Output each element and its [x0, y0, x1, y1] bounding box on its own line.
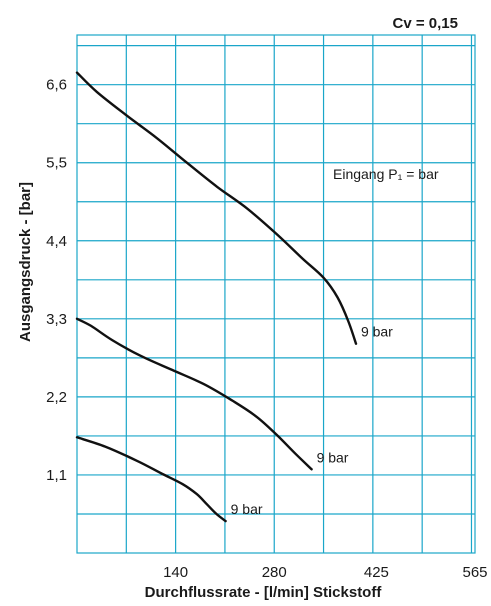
curves [75, 71, 358, 523]
y-tick-label: 6,6 [46, 77, 67, 94]
x-tick-labels: 140 280 425 565 [163, 564, 487, 581]
y-tick-label: 1,1 [46, 467, 67, 484]
y-tick-labels: 1,1 2,2 3,3 4,4 5,5 6,6 [46, 77, 67, 484]
y-axis-title: Ausgangsdruck - [bar] [17, 182, 34, 342]
y-tick-label: 3,3 [46, 311, 67, 328]
curve-label-2: 9 bar [317, 449, 349, 465]
x-tick-label: 425 [364, 564, 389, 581]
grid [77, 35, 475, 553]
x-tick-label: 280 [262, 564, 287, 581]
y-tick-label: 4,4 [46, 233, 67, 250]
x-tick-label: 140 [163, 564, 188, 581]
pressure-curve-1 [75, 71, 358, 345]
y-tick-label: 2,2 [46, 389, 67, 406]
cv-label: Cv = 0,15 [393, 15, 458, 32]
x-axis-title: Durchflussrate - [l/min] Stickstoff [145, 584, 383, 601]
pressure-curve-3 [75, 436, 227, 523]
plot-frame [76, 34, 476, 554]
y-tick-label: 5,5 [46, 155, 67, 172]
pressure-curve-2 [75, 317, 313, 471]
x-tick-label: 565 [462, 564, 487, 581]
curve-label-3: 9 bar [231, 501, 263, 517]
inlet-pressure-label: Eingang P₁ = bar [333, 166, 439, 182]
annotations: 9 bar 9 bar 9 bar [231, 324, 394, 517]
curve-label-1: 9 bar [361, 324, 393, 340]
